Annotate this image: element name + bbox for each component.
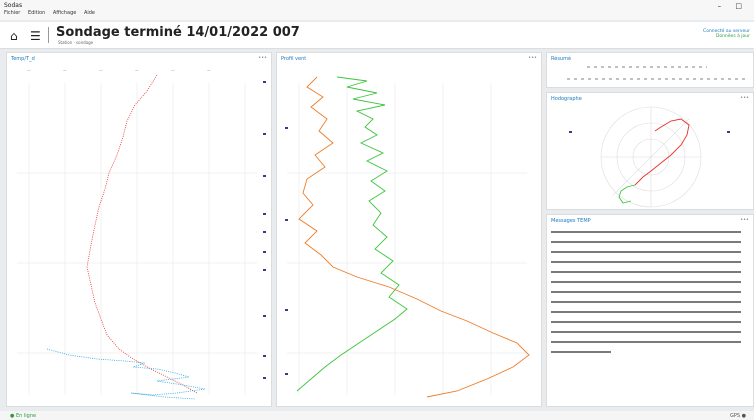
- temp-messages-title: Messages TEMP: [551, 218, 591, 224]
- menu-item[interactable]: Edition: [27, 10, 46, 16]
- connection-status: Connecté au serveur Données à jour: [703, 29, 750, 39]
- hodograph-panel: Hodographe •••: [546, 92, 754, 210]
- wind-chart[interactable]: [277, 63, 541, 405]
- menu-item[interactable]: Fichier: [4, 10, 21, 16]
- hodograph-panel-title: Hodographe: [551, 96, 582, 102]
- menu-item[interactable]: Aide: [83, 10, 95, 16]
- svg-text:—: —: [63, 68, 67, 72]
- more-icon[interactable]: •••: [740, 95, 749, 101]
- page-header: ⌂ ☰ Sondage terminé 14/01/2022 007 Stati…: [0, 22, 754, 49]
- svg-text:—: —: [207, 68, 211, 72]
- more-icon[interactable]: •••: [740, 217, 749, 223]
- server-status[interactable]: Connecté au serveur: [703, 29, 750, 34]
- summary-panel: Résumé: [546, 52, 754, 88]
- data-status: Données à jour: [715, 34, 750, 39]
- svg-text:—: —: [135, 68, 139, 72]
- temp-messages-panel: Messages TEMP •••: [546, 214, 754, 407]
- temp-message-text: [551, 231, 741, 353]
- home-icon[interactable]: ⌂: [10, 29, 18, 43]
- status-bar: ● En ligne GPS ●: [0, 411, 754, 420]
- temperature-chart[interactable]: — — — — — —: [7, 63, 271, 405]
- wind-panel-title: Profil vent: [281, 56, 307, 62]
- svg-text:—: —: [99, 68, 103, 72]
- more-icon[interactable]: •••: [528, 55, 537, 61]
- app-title: Sodas: [4, 2, 23, 9]
- page-title: Sondage terminé 14/01/2022 007: [56, 25, 300, 40]
- menu-item[interactable]: Affichage: [52, 10, 77, 16]
- hodograph-chart[interactable]: [547, 101, 753, 209]
- wind-panel: Profil vent •••: [276, 52, 542, 407]
- more-icon[interactable]: •••: [258, 55, 267, 61]
- gps-status: GPS ●: [729, 413, 746, 419]
- page-subtitle: Station · sondage: [58, 40, 94, 45]
- hamburger-menu-icon[interactable]: ☰: [30, 29, 41, 43]
- header-divider: [48, 27, 49, 43]
- online-status: ● En ligne: [10, 413, 37, 419]
- menu-bar: Fichier Edition Affichage Aide: [4, 10, 101, 16]
- summary-values: [567, 66, 747, 80]
- svg-text:—: —: [27, 68, 31, 72]
- temperature-panel-title: Temp/T_d: [11, 56, 35, 62]
- temperature-panel: Temp/T_d ••• — — — — — —: [6, 52, 272, 407]
- summary-panel-title: Résumé: [551, 56, 572, 62]
- svg-text:—: —: [171, 68, 175, 72]
- window-titlebar: Sodas – □: [0, 0, 754, 20]
- window-controls[interactable]: – □: [717, 2, 748, 10]
